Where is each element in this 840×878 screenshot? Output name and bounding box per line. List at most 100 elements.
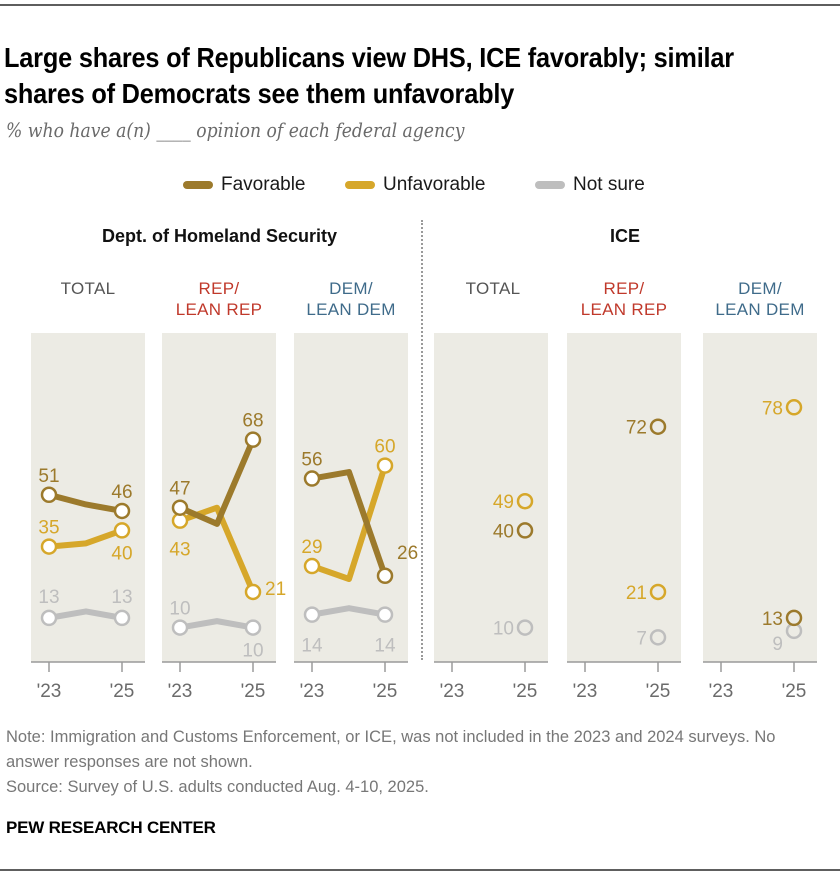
data-point-not-sure xyxy=(303,606,321,623)
panel-head-line: LEAN DEM xyxy=(306,300,396,319)
legend-swatch-unfavorable xyxy=(345,181,375,189)
panel-background xyxy=(703,333,817,662)
x-tick-label: '25 xyxy=(241,681,266,702)
x-tick-label: '23 xyxy=(37,681,62,702)
data-label: 13 xyxy=(111,587,132,608)
data-label: 10 xyxy=(242,641,263,662)
note-text: Note: Immigration and Customs Enforcemen… xyxy=(6,728,776,771)
legend-swatch-favorable xyxy=(183,181,213,189)
legend-item-unfavorable: Unfavorable xyxy=(345,172,485,198)
panel-head-dhs-dem: DEM/ LEAN DEM xyxy=(281,278,421,320)
data-label: 21 xyxy=(626,583,647,604)
x-tick-label: '25 xyxy=(513,681,538,702)
data-label: 68 xyxy=(242,411,263,432)
legend-item-favorable: Favorable xyxy=(183,172,306,198)
group-title-ice: ICE xyxy=(609,226,640,246)
panel-head-line: LEAN DEM xyxy=(715,300,805,319)
data-label: 13 xyxy=(38,587,59,608)
data-label: 47 xyxy=(169,479,190,500)
panel-background xyxy=(162,333,276,662)
legend-label: Not sure xyxy=(573,174,645,195)
x-tick-label: '23 xyxy=(709,681,734,702)
legend: Favorable Unfavorable Not sure xyxy=(0,172,840,198)
x-tick-label: '25 xyxy=(373,681,398,702)
data-label: 72 xyxy=(626,418,647,439)
panel-head-line: REP/ xyxy=(198,279,240,298)
notes: Note: Immigration and Customs Enforcemen… xyxy=(6,725,826,800)
x-tick-label: '25 xyxy=(782,681,807,702)
data-label: 7 xyxy=(636,628,647,649)
data-point-favorable xyxy=(40,486,58,504)
x-tick-label: '25 xyxy=(110,681,135,702)
data-point-favorable xyxy=(244,431,262,448)
panel-head-ice-total: TOTAL xyxy=(423,278,563,299)
data-point-favorable xyxy=(516,522,534,539)
x-tick-label: '23 xyxy=(573,681,598,702)
data-label: 13 xyxy=(762,609,783,630)
legend-label: Unfavorable xyxy=(383,174,486,195)
top-rule xyxy=(0,4,840,6)
data-point-unfavorable xyxy=(244,583,262,601)
data-point-favorable xyxy=(785,609,803,627)
data-point-unfavorable xyxy=(113,522,131,539)
data-point-not-sure xyxy=(113,609,131,627)
panel-head-dhs-rep: REP/ LEAN REP xyxy=(149,278,289,320)
series-line-not-sure xyxy=(309,605,388,618)
legend-item-not-sure: Not sure xyxy=(535,172,645,198)
data-point-not-sure xyxy=(171,619,189,636)
x-tick-label: '23 xyxy=(168,681,193,702)
group-title-dhs: Dept. of Homeland Security xyxy=(101,226,338,246)
data-label: 21 xyxy=(265,579,286,600)
data-label: 46 xyxy=(111,482,132,503)
series-line-unfavorable xyxy=(309,462,388,582)
panel-head-line: TOTAL xyxy=(60,279,116,298)
panel-head-line: LEAN REP xyxy=(580,300,668,319)
source-text: Source: Survey of U.S. adults conducted … xyxy=(6,778,429,796)
data-point-not-sure xyxy=(516,619,534,636)
data-point-favorable xyxy=(303,470,321,487)
panel-head-dhs-total: TOTAL xyxy=(18,278,158,299)
panel-head-line: REP/ xyxy=(603,279,645,298)
data-point-unfavorable xyxy=(376,457,394,474)
panel-background xyxy=(567,333,681,662)
panel-head-line: DEM/ xyxy=(329,279,373,298)
series-line-unfavorable xyxy=(46,527,125,550)
data-label: 26 xyxy=(397,543,418,564)
bottom-rule xyxy=(0,869,840,871)
series-line-favorable xyxy=(177,436,256,527)
data-point-favorable xyxy=(113,502,131,520)
data-label: 10 xyxy=(493,619,514,640)
group-divider xyxy=(421,220,423,660)
x-tick-label: '23 xyxy=(300,681,325,702)
data-point-favorable xyxy=(649,418,667,435)
data-label: 60 xyxy=(374,437,395,458)
data-point-unfavorable xyxy=(785,399,803,416)
data-point-not-sure xyxy=(649,629,667,646)
series-line-not-sure xyxy=(177,618,256,631)
data-point-not-sure xyxy=(376,606,394,623)
panel-head-line: TOTAL xyxy=(465,279,521,298)
legend-swatch-not-sure xyxy=(535,181,565,189)
series-line-favorable xyxy=(46,491,125,514)
series-line-favorable xyxy=(309,469,388,579)
panel-head-ice-rep: REP/ LEAN REP xyxy=(554,278,694,320)
data-label: 51 xyxy=(38,466,59,487)
panel-head-ice-dem: DEM/ LEAN DEM xyxy=(690,278,830,320)
chart-title: Large shares of Republicans view DHS, IC… xyxy=(4,42,734,109)
data-point-not-sure xyxy=(40,609,58,627)
panel-head-line: LEAN REP xyxy=(175,300,263,319)
data-point-unfavorable xyxy=(516,492,534,510)
series-line-not-sure xyxy=(46,608,125,621)
data-label: 78 xyxy=(762,398,783,419)
data-point-unfavorable xyxy=(40,538,58,555)
data-label: 29 xyxy=(301,537,322,558)
data-point-not-sure xyxy=(244,619,262,636)
data-label: 9 xyxy=(772,634,783,655)
data-label: 43 xyxy=(169,540,190,561)
data-label: 14 xyxy=(301,636,323,657)
data-point-favorable xyxy=(171,499,189,516)
chart-subtitle: % who have a(n) ____ opinion of each fed… xyxy=(6,118,465,142)
x-tick-label: '25 xyxy=(646,681,671,702)
data-label: 49 xyxy=(493,492,514,513)
